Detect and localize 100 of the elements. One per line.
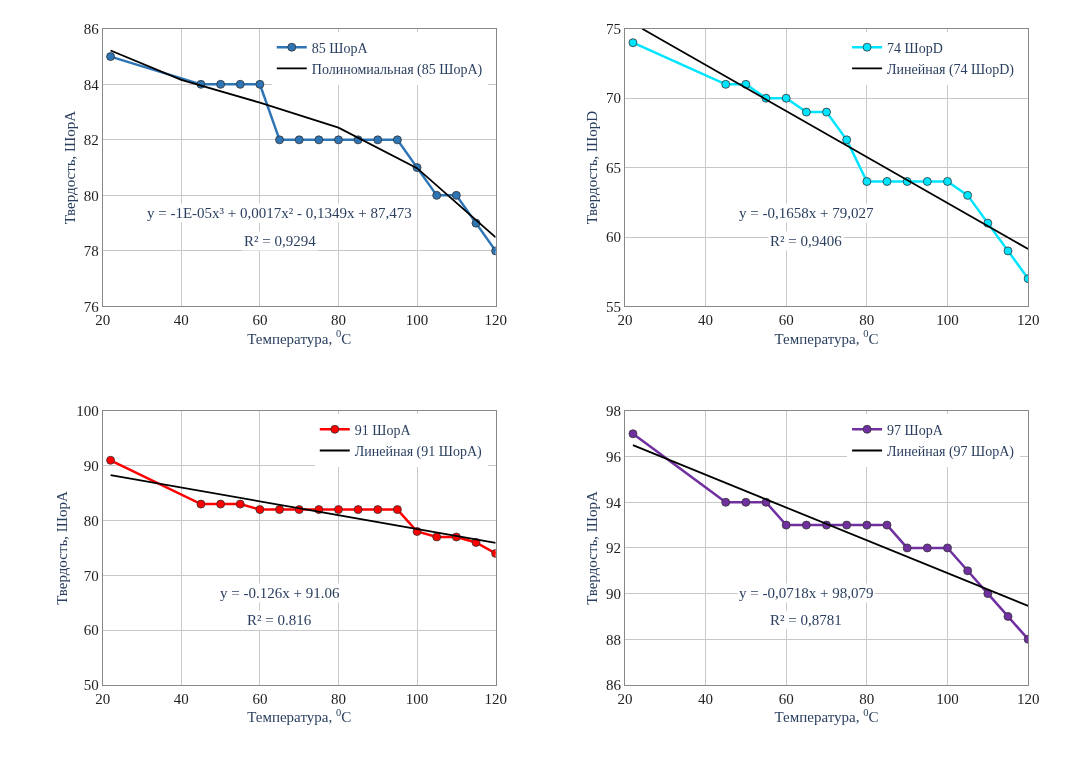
- point: [196, 499, 206, 509]
- y-tick-label: 92: [605, 540, 621, 557]
- y-tick-label: 86: [83, 21, 100, 38]
- y-tick-label: 100: [76, 403, 99, 420]
- point: [334, 135, 343, 145]
- annotation: R² = 0,8781: [770, 612, 842, 628]
- point: [451, 190, 461, 200]
- point: [106, 455, 115, 465]
- x-tick-label: 120: [1016, 690, 1040, 707]
- point: [721, 79, 731, 89]
- point: [963, 566, 973, 576]
- legend-label: 85 ШорА: [311, 40, 369, 56]
- point: [216, 79, 225, 89]
- annotation: R² = 0,9294: [244, 233, 317, 249]
- point: [842, 520, 852, 530]
- point: [862, 520, 872, 530]
- x-tick-label: 40: [698, 312, 714, 329]
- point: [216, 499, 225, 509]
- point: [822, 107, 831, 117]
- x-tick-label: 20: [617, 312, 633, 329]
- y-tick-label: 98: [605, 403, 621, 420]
- x-tick-label: 40: [173, 312, 189, 329]
- legend-label: Линейная (97 ШорА): [887, 443, 1015, 460]
- point: [781, 93, 791, 103]
- legend-label: Линейная (91 ШорА): [354, 443, 483, 460]
- x-tick-label: 100: [405, 312, 429, 329]
- point: [1003, 246, 1013, 256]
- x-tick-label: 80: [330, 690, 346, 707]
- x-tick-label: 60: [252, 690, 268, 707]
- point: [943, 543, 952, 553]
- annotation: y = -0,0718x + 98,079: [739, 585, 874, 601]
- legend-label: 91 ШорА: [354, 422, 412, 438]
- point: [1003, 612, 1013, 621]
- point: [393, 505, 402, 514]
- x-tick-label: 80: [859, 690, 875, 707]
- point: [294, 135, 304, 145]
- y-tick-label: 60: [83, 622, 99, 639]
- point: [862, 177, 872, 186]
- point: [235, 499, 245, 509]
- x-tick-label: 100: [936, 312, 959, 329]
- point: [628, 38, 638, 48]
- point: [801, 107, 811, 117]
- x-tick-label: 40: [698, 690, 714, 707]
- y-tick-label: 55: [605, 298, 621, 315]
- point: [334, 505, 343, 514]
- x-tick-label: 120: [484, 690, 507, 707]
- point: [235, 79, 245, 89]
- point: [781, 520, 791, 530]
- point: [801, 520, 811, 530]
- x-axis-title: Температура, $^{0}$C: [774, 328, 879, 347]
- point: [902, 543, 912, 553]
- y-tick-label: 80: [83, 512, 99, 529]
- point: [983, 589, 993, 598]
- y-axis-title: Твердость, ШорА: [61, 110, 78, 225]
- x-tick-label: 80: [330, 312, 346, 329]
- point: [943, 177, 952, 186]
- y-axis-title: Твердость, ШорА: [584, 491, 601, 605]
- y-tick-label: 94: [605, 494, 622, 511]
- y-tick-label: 84: [83, 76, 100, 93]
- point: [255, 79, 265, 89]
- point: [255, 505, 265, 514]
- point: [106, 52, 115, 61]
- x-axis-title: Температура, $^{0}$C: [247, 328, 352, 347]
- y-tick-label: 65: [605, 159, 621, 176]
- y-tick-label: 78: [83, 243, 99, 260]
- x-tick-label: 80: [859, 312, 875, 329]
- annotation: y = -0.126x + 91.06: [220, 585, 340, 601]
- point: [432, 532, 442, 542]
- x-tick-label: 20: [95, 312, 111, 329]
- y-axis-title: Твердость, ШорА: [54, 491, 71, 605]
- point: [314, 135, 324, 145]
- annotation: y = -1E-05x³ + 0,0017x² - 0,1349x + 87,473: [147, 205, 412, 221]
- point: [842, 135, 852, 145]
- y-tick-label: 88: [605, 631, 621, 648]
- x-tick-label: 120: [484, 312, 507, 329]
- x-axis-title: Температура, $^{0}$C: [247, 706, 352, 726]
- point: [275, 505, 284, 514]
- point: [741, 497, 751, 507]
- y-tick-label: 76: [83, 298, 100, 315]
- point: [922, 543, 932, 553]
- point: [963, 190, 973, 200]
- y-tick-label: 70: [605, 90, 621, 107]
- y-axis-title: Твердость, ШорD: [584, 110, 601, 225]
- legend-label: 97 ШорА: [887, 422, 944, 438]
- x-tick-label: 120: [1016, 312, 1040, 329]
- annotation: R² = 0,9406: [770, 233, 843, 249]
- legend-label: Полиномиальная (85 ШорА): [311, 61, 483, 78]
- point: [373, 135, 383, 145]
- y-tick-label: 82: [83, 132, 99, 149]
- point: [882, 520, 892, 530]
- y-tick-label: 90: [83, 457, 99, 474]
- point: [882, 177, 892, 186]
- point: [721, 497, 731, 507]
- x-tick-label: 100: [936, 690, 959, 707]
- point: [628, 429, 638, 439]
- y-tick-label: 70: [83, 567, 99, 584]
- point: [353, 505, 363, 514]
- x-tick-label: 40: [173, 690, 189, 707]
- point: [393, 135, 402, 145]
- point: [432, 190, 442, 200]
